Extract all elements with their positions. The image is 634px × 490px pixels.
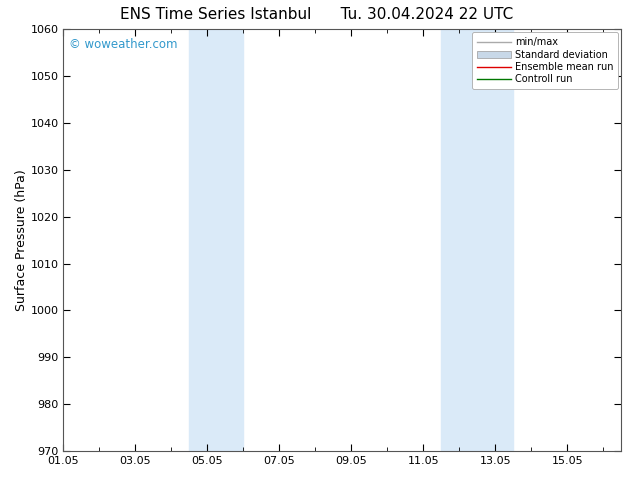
Legend: min/max, Standard deviation, Ensemble mean run, Controll run: min/max, Standard deviation, Ensemble me… [472, 32, 618, 89]
Y-axis label: Surface Pressure (hPa): Surface Pressure (hPa) [15, 169, 28, 311]
Text: ENS Time Series Istanbul      Tu. 30.04.2024 22 UTC: ENS Time Series Istanbul Tu. 30.04.2024 … [120, 7, 514, 23]
Text: © woweather.com: © woweather.com [69, 38, 178, 51]
Bar [190, 29, 243, 451]
Bar [441, 29, 514, 451]
